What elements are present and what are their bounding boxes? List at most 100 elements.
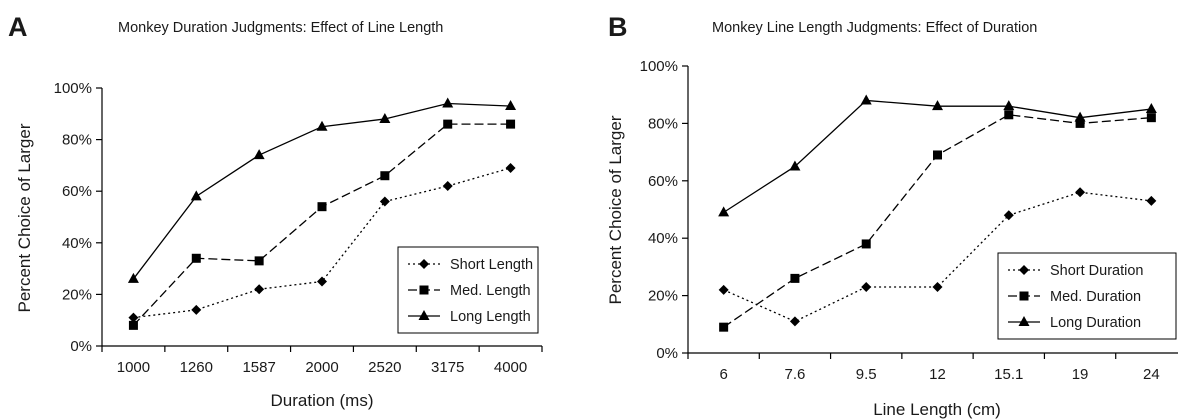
x-tick-label-b: 6 [719, 366, 727, 383]
legend-marker-b-square [1019, 291, 1029, 301]
data-point-a-diamond [128, 312, 139, 323]
data-point-a-diamond [505, 162, 516, 173]
data-point-a-triangle [442, 97, 454, 108]
data-point-b-diamond [789, 316, 800, 327]
series-a-diamond [128, 162, 516, 323]
y-tick-label-b: 80% [648, 115, 678, 132]
panel-letter-b: B [608, 12, 628, 42]
data-point-b-diamond [1003, 210, 1014, 221]
data-point-a-diamond [379, 196, 390, 207]
data-point-a-diamond [254, 284, 265, 295]
data-point-a-diamond [317, 276, 327, 287]
x-tick-label-a: 3175 [431, 359, 464, 376]
y-tick-label-a: 80% [62, 132, 92, 149]
series-b-triangle [718, 94, 1157, 217]
x-tick-label-a: 1260 [180, 359, 213, 376]
data-point-b-square [719, 322, 729, 332]
data-point-b-diamond [932, 281, 943, 292]
y-tick-label-b: 0% [656, 345, 678, 362]
legend-marker-a-square [419, 285, 429, 295]
x-tick-label-b: 15.1 [994, 366, 1023, 383]
x-tick-label-a: 2000 [305, 359, 338, 376]
x-tick-label-a: 2520 [368, 359, 401, 376]
data-point-a-square [380, 171, 390, 181]
legend-label-a: Short Length [450, 257, 533, 273]
data-point-b-diamond [718, 284, 729, 295]
data-point-b-square [933, 150, 942, 160]
data-point-a-triangle [379, 112, 391, 123]
x-tick-label-b: 24 [1143, 366, 1160, 383]
legend-marker-a-triangle [418, 310, 430, 320]
data-point-b-square [1004, 110, 1014, 120]
data-point-a-square [191, 253, 201, 263]
y-axis-label-b: Percent Choice of Larger [606, 115, 625, 304]
x-axis-label-b: Line Length (cm) [873, 400, 1001, 419]
legend-label-b: Long Duration [1050, 315, 1141, 331]
data-point-b-triangle [1003, 100, 1015, 111]
x-tick-label-a: 1000 [117, 359, 150, 376]
series-a-square [128, 119, 516, 330]
x-axis-label-a: Duration (ms) [271, 391, 374, 410]
y-tick-label-a: 0% [70, 338, 92, 355]
y-tick-label-a: 60% [62, 183, 92, 200]
legend-label-b: Med. Duration [1050, 289, 1141, 305]
data-point-b-diamond [1146, 195, 1157, 206]
data-point-a-square [506, 119, 516, 129]
data-point-b-square [790, 273, 800, 283]
legend-b: Short Duration Med. Duration Long Duration [997, 252, 1177, 340]
data-point-a-square [317, 202, 327, 212]
chart-panel-b: B Monkey Line Length Judgments: Effect o… [606, 12, 1178, 419]
data-point-b-square [861, 239, 871, 249]
x-tick-label-a: 1587 [242, 359, 275, 376]
data-point-b-square [1075, 118, 1085, 128]
legend-label-b: Short Duration [1050, 263, 1144, 279]
y-tick-label-b: 100% [640, 58, 678, 75]
data-point-b-triangle [718, 206, 730, 217]
chart-panel-a: A Monkey Duration Judgments: Effect of L… [8, 12, 543, 410]
data-point-b-diamond [1075, 187, 1086, 198]
data-point-b-triangle [1074, 111, 1086, 122]
data-point-a-square [254, 256, 264, 266]
chart-title-a: Monkey Duration Judgments: Effect of Lin… [118, 20, 443, 36]
data-point-b-triangle [932, 100, 943, 111]
series-b-diamond [718, 187, 1157, 327]
x-tick-label-b: 7.6 [784, 366, 805, 383]
legend-label-a: Long Length [450, 309, 531, 325]
data-point-a-square [443, 119, 453, 129]
data-point-a-triangle [253, 149, 265, 160]
y-axis-label-a: Percent Choice of Larger [15, 123, 34, 312]
data-point-b-square [1146, 113, 1156, 123]
chart-title-b: Monkey Line Length Judgments: Effect of … [712, 20, 1037, 36]
y-tick-label-a: 100% [54, 80, 92, 97]
y-tick-label-b: 20% [648, 288, 678, 305]
legend-a: Short Length Med. Length Long Length [397, 246, 539, 334]
data-point-a-square [128, 320, 138, 330]
y-tick-label-a: 40% [62, 235, 92, 252]
y-tick-label-a: 20% [62, 286, 92, 303]
legend-label-a: Med. Length [450, 283, 531, 299]
data-point-a-triangle [127, 272, 139, 283]
data-point-a-triangle [505, 100, 517, 111]
data-point-a-triangle [190, 190, 202, 201]
panel-letter-a: A [8, 12, 28, 42]
data-point-b-diamond [861, 281, 872, 292]
data-point-a-diamond [191, 304, 202, 315]
legend-marker-b-diamond [1019, 265, 1029, 275]
legend-marker-a-diamond [419, 259, 429, 269]
series-b-square [719, 110, 1156, 332]
y-tick-label-b: 60% [648, 173, 678, 190]
data-point-a-triangle [316, 120, 328, 131]
data-point-b-triangle [789, 160, 801, 171]
y-tick-label-b: 40% [648, 230, 678, 247]
x-tick-label-b: 9.5 [856, 366, 877, 383]
data-point-b-triangle [1145, 103, 1157, 114]
legend-marker-b-triangle [1018, 316, 1030, 326]
series-a-triangle [127, 97, 517, 283]
x-tick-label-b: 12 [929, 366, 946, 383]
data-point-b-triangle [860, 94, 872, 105]
x-tick-label-b: 19 [1072, 366, 1089, 383]
x-tick-label-a: 4000 [494, 359, 527, 376]
data-point-a-diamond [442, 181, 453, 192]
